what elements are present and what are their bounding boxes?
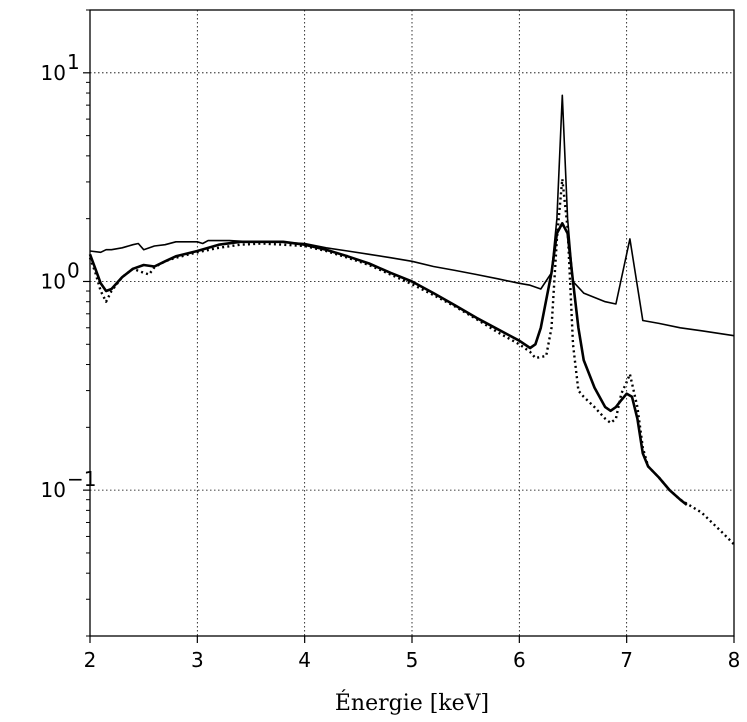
x-tick-label: 7 [620, 648, 633, 672]
grid-lines [90, 10, 734, 636]
x-tick-labels: 2 3 4 5 6 7 8 [84, 648, 741, 672]
x-tick-label: 3 [191, 648, 204, 672]
series-layer [88, 94, 735, 546]
y-tick-exponent: −1 [67, 467, 96, 491]
x-tick-label: 8 [728, 648, 741, 672]
x-tick-label: 2 [84, 648, 97, 672]
series-line-thin-solid [89, 94, 735, 337]
x-axis-label: Énergie [keV] [335, 689, 489, 716]
y-tick-exponent: 0 [67, 258, 80, 282]
series-line-thick-solid [88, 222, 688, 506]
x-tick-label: 5 [406, 648, 419, 672]
y-tick-label: 10 [41, 269, 66, 293]
series-line-dotted [88, 177, 735, 546]
x-tick-label: 6 [513, 648, 526, 672]
x-tick-label: 4 [298, 648, 311, 672]
y-tick-label: 10 [41, 61, 66, 85]
axis-ticks [83, 9, 735, 643]
y-tick-label: 10 [41, 478, 66, 502]
y-tick-exponent: 1 [67, 50, 80, 74]
